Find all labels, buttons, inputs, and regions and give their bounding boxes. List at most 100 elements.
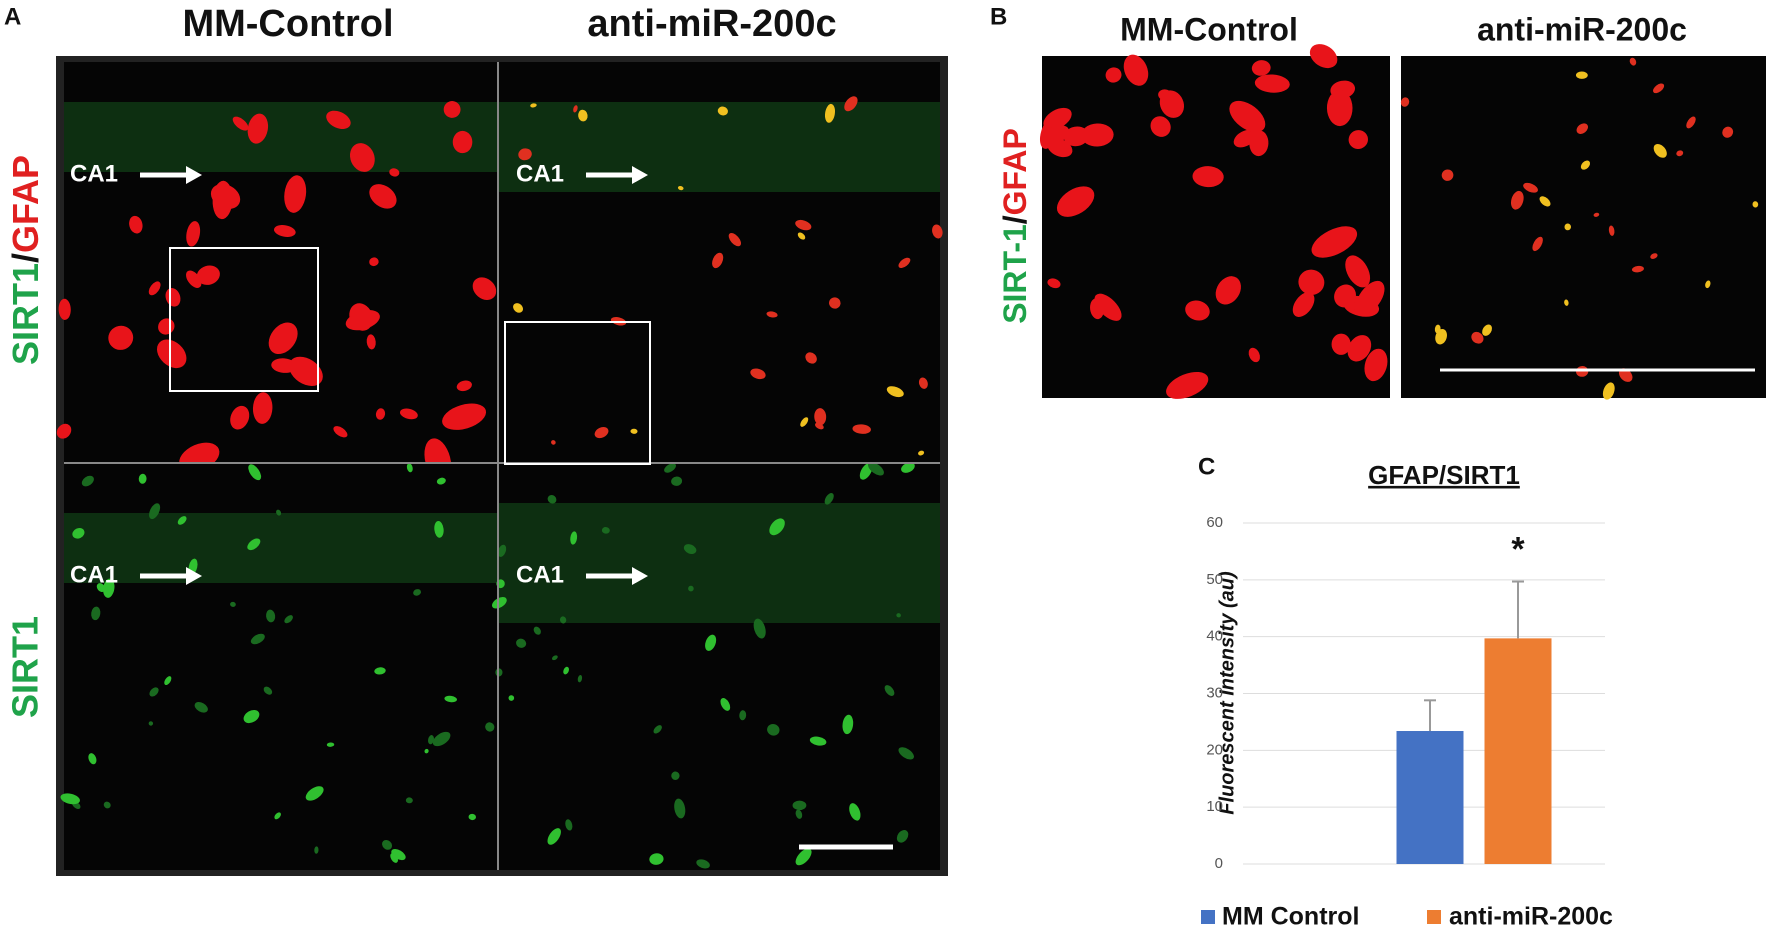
cell [674, 798, 686, 819]
cell [81, 475, 94, 487]
cell [508, 695, 515, 701]
cell [753, 618, 766, 639]
ca1-band [498, 503, 940, 623]
cell [243, 709, 260, 724]
panel-label: A [4, 3, 21, 30]
ca1-band [64, 102, 498, 172]
y-tick-label: 0 [1215, 855, 1223, 872]
cell [868, 462, 884, 476]
cell [400, 408, 418, 420]
cell [1441, 169, 1454, 181]
cell [58, 298, 71, 320]
cell [428, 735, 434, 745]
cell [103, 578, 115, 598]
cell [767, 723, 780, 736]
cell [671, 771, 680, 780]
cell [288, 356, 323, 386]
cell [468, 813, 476, 821]
cell [472, 277, 497, 300]
cell [1482, 324, 1492, 336]
column-title: MM-Control [1120, 11, 1298, 47]
cell [1752, 201, 1759, 208]
cell [918, 377, 928, 389]
cell [390, 853, 399, 863]
cell [1043, 107, 1072, 130]
cell [1254, 74, 1290, 93]
inset-box [169, 247, 319, 392]
panel-label: B [990, 3, 1007, 30]
cell [814, 408, 827, 426]
cell [518, 148, 532, 161]
cell [305, 786, 324, 801]
column-title: anti-miR-200c [1477, 11, 1687, 47]
cell [1471, 331, 1484, 344]
cell [149, 503, 161, 520]
legend-label: anti-miR-200c [1449, 903, 1613, 931]
cell [1215, 276, 1241, 305]
cell [664, 463, 676, 473]
cell [60, 793, 80, 805]
region-label: CA1 [516, 160, 564, 187]
cell [1292, 292, 1315, 317]
column-title: anti-miR-200c [587, 3, 836, 45]
cell [485, 722, 495, 732]
cell [149, 687, 159, 697]
cell [795, 848, 812, 866]
cell [688, 585, 694, 592]
cell [671, 476, 683, 486]
cell [739, 710, 747, 721]
cell [194, 702, 208, 713]
cell [898, 257, 911, 268]
cell [717, 106, 728, 116]
legend-swatch [1427, 910, 1441, 924]
cell [766, 311, 778, 318]
cell [563, 666, 569, 675]
cell [594, 426, 609, 439]
cell [369, 257, 379, 267]
panel-label: C [1198, 453, 1215, 480]
cell [769, 518, 785, 536]
cell [1539, 196, 1551, 207]
cell [1331, 333, 1351, 355]
cell [1081, 123, 1114, 147]
cell [570, 531, 578, 545]
cell [824, 492, 834, 505]
arrow-head [632, 567, 648, 585]
cell [413, 589, 421, 596]
cell [1345, 301, 1358, 310]
cell [1248, 347, 1261, 363]
arrow-head [186, 567, 202, 585]
cell [720, 698, 731, 711]
y-tick-label: 60 [1206, 514, 1223, 531]
inset-box [504, 321, 651, 465]
cell [516, 638, 527, 648]
cell [1705, 280, 1711, 289]
cell [156, 339, 187, 369]
cell [886, 386, 904, 398]
cell [186, 221, 201, 247]
cell [443, 101, 461, 118]
legend-label: MM Control [1222, 903, 1359, 931]
cell [1347, 335, 1372, 362]
cell [797, 232, 806, 240]
cell [266, 609, 276, 623]
cell [1364, 348, 1388, 382]
region-label: CA1 [70, 160, 118, 187]
cell [573, 105, 578, 113]
cell [805, 352, 817, 364]
cell [164, 676, 172, 686]
cell [247, 113, 269, 144]
cell [649, 853, 664, 865]
cell [653, 725, 662, 734]
cell [842, 714, 854, 735]
cell [1105, 67, 1122, 83]
bar [1484, 638, 1552, 864]
cell [432, 731, 451, 747]
cell [1576, 123, 1588, 134]
y-tick-label: 30 [1206, 684, 1223, 701]
cell [88, 753, 97, 765]
ca1-band [64, 513, 498, 583]
cell [91, 606, 101, 621]
cell [1653, 143, 1667, 158]
